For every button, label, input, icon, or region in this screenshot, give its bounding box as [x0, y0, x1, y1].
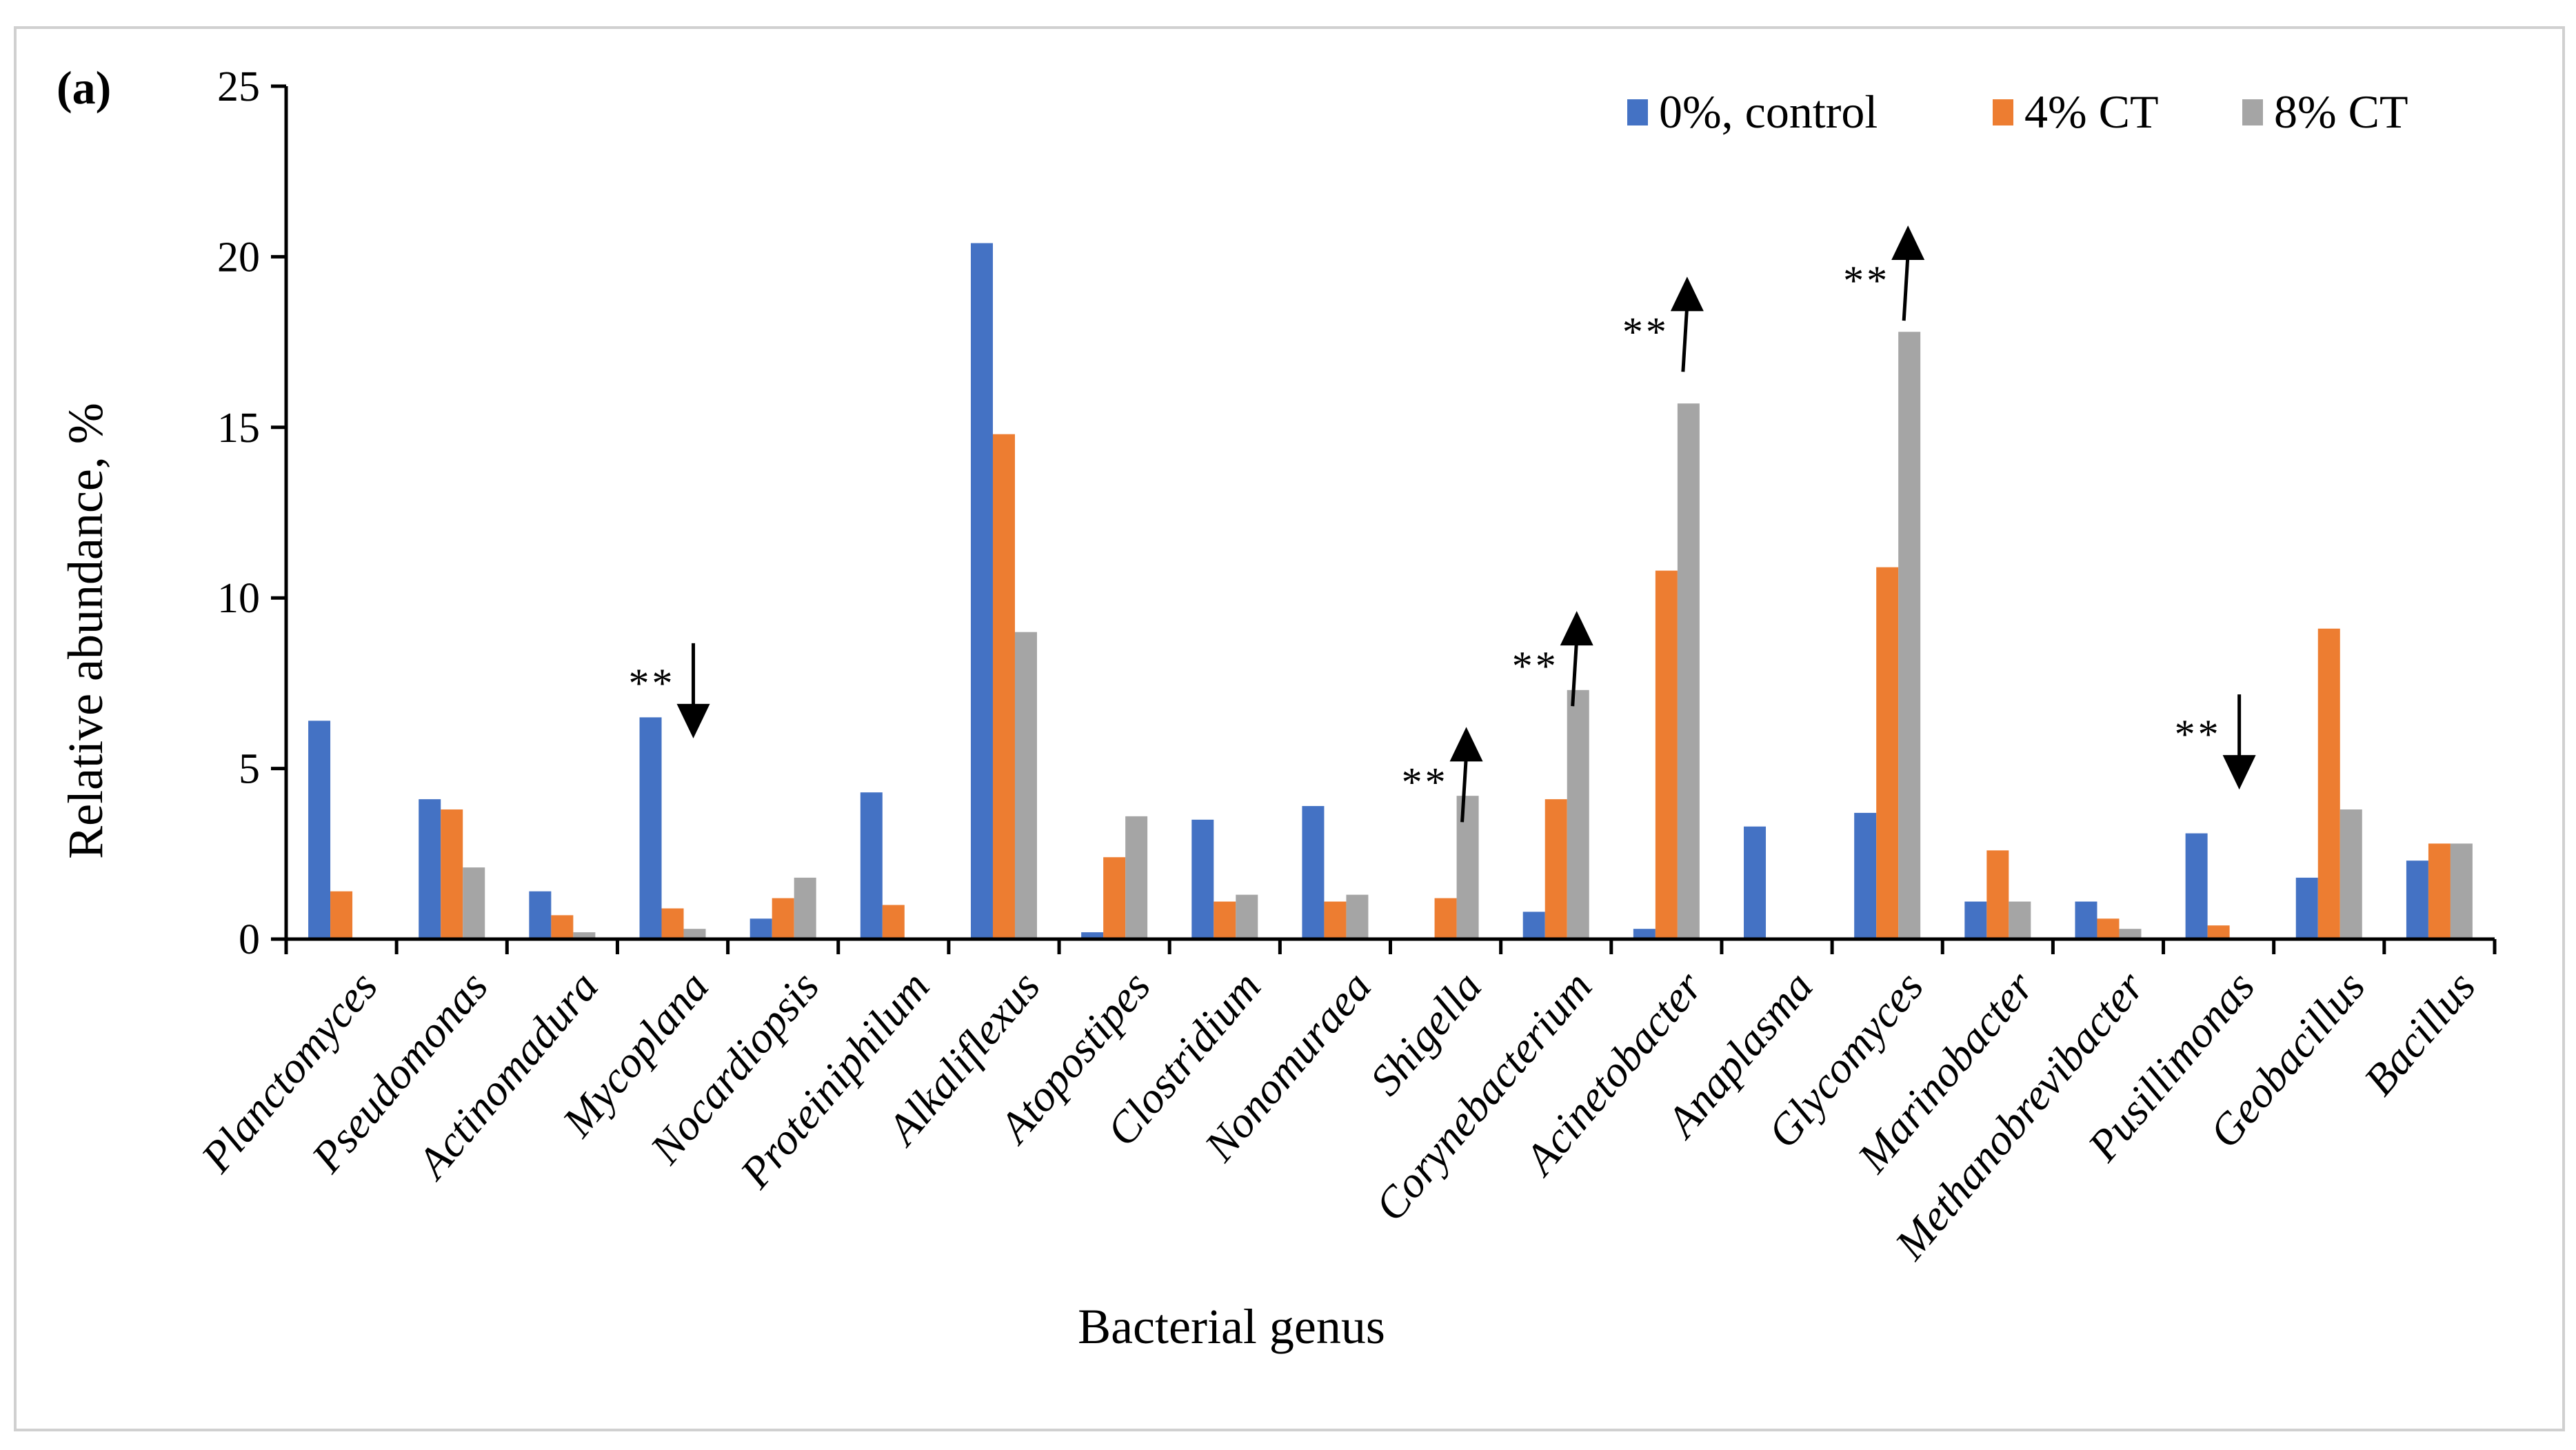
bar	[1898, 332, 1921, 940]
y-tick-label: 15	[217, 405, 260, 452]
y-tick-label: 10	[217, 575, 260, 622]
bar	[1214, 901, 1236, 939]
bar	[992, 434, 1015, 939]
bar	[2097, 918, 2120, 939]
arrow-head	[2222, 755, 2256, 790]
legend-swatch	[2242, 99, 2263, 125]
arrow-head	[676, 703, 710, 738]
bar-group	[308, 243, 2473, 940]
bar	[551, 915, 574, 939]
bar	[1324, 901, 1347, 939]
bar	[661, 908, 684, 939]
y-tick-label: 0	[239, 916, 260, 963]
bar	[1125, 816, 1148, 939]
bar	[308, 721, 331, 939]
bar	[1876, 567, 1899, 939]
bar	[2317, 628, 2340, 939]
bar	[970, 243, 993, 939]
arrow-up-icon	[1681, 304, 1689, 372]
bar	[1236, 894, 1258, 939]
significance-annotations: ** ** ** ** ** **	[629, 225, 2256, 823]
bar	[882, 905, 905, 939]
bar	[1986, 850, 2009, 939]
bar	[794, 877, 816, 939]
legend-swatch	[1627, 99, 1648, 125]
panel-label: (a)	[57, 61, 111, 114]
legend-swatch	[1993, 99, 2013, 125]
significance-marker: **	[1843, 258, 1890, 303]
significance-marker: **	[2175, 712, 2222, 757]
legend-label: 4% CT	[2024, 85, 2159, 138]
bar	[1103, 857, 1126, 939]
bar	[1964, 901, 1987, 939]
legend: 0%, control 4% CT 8% CT	[1627, 85, 2408, 138]
arrow-head	[1449, 727, 1483, 762]
significance-marker: **	[1622, 309, 1669, 354]
bar	[529, 891, 552, 939]
bar	[573, 932, 596, 939]
bar	[1434, 898, 1457, 939]
bar	[2185, 833, 2208, 939]
bar	[1744, 826, 1767, 939]
legend-label: 8% CT	[2274, 85, 2408, 138]
bar	[2406, 860, 2428, 939]
legend-label: 0%, control	[1659, 85, 1878, 138]
arrow-up-icon	[1571, 638, 1579, 707]
bar	[772, 898, 794, 939]
bar	[2119, 929, 2142, 939]
figure-border	[14, 26, 2565, 1431]
y-tick-label: 5	[239, 746, 260, 793]
arrow-head	[1670, 276, 1704, 312]
bar	[749, 918, 772, 939]
bar	[1544, 799, 1567, 939]
bar	[1014, 632, 1037, 939]
x-axis-title: Bacterial genus	[1078, 1299, 1385, 1354]
bar	[2428, 843, 2451, 939]
bar	[1302, 806, 1325, 939]
bar	[2009, 901, 2031, 939]
bar	[683, 929, 706, 939]
significance-marker: **	[1512, 643, 1559, 689]
bar	[2075, 901, 2097, 939]
significance-marker: **	[629, 661, 676, 706]
bar	[1854, 812, 1877, 939]
bar	[1567, 689, 1589, 939]
bar	[463, 867, 485, 939]
bar	[639, 717, 662, 939]
bar	[1522, 912, 1545, 939]
y-tick-label: 20	[217, 234, 260, 281]
bar	[1191, 819, 1214, 939]
bar	[330, 891, 353, 939]
bar	[1346, 894, 1369, 939]
bar	[2450, 843, 2473, 939]
bar	[419, 799, 441, 939]
bar	[1677, 403, 1700, 939]
bar	[1081, 932, 1104, 939]
bar	[860, 792, 883, 939]
y-axis-ticks: 0 5 10 15 20 25	[217, 63, 286, 963]
bar	[441, 809, 463, 939]
y-axis-title: Relative abundance, %	[58, 403, 113, 859]
arrow-up-icon	[1460, 754, 1469, 823]
bar	[1655, 570, 1678, 939]
arrow-head	[1891, 225, 1925, 261]
y-tick-label: 25	[217, 63, 260, 110]
bar	[2295, 877, 2318, 939]
bar	[2339, 809, 2362, 939]
bar	[1456, 796, 1479, 939]
significance-marker: **	[1402, 759, 1449, 805]
bar	[2207, 925, 2230, 939]
arrow-up-icon	[1902, 252, 1910, 321]
arrow-head	[1560, 611, 1593, 646]
bar	[1633, 929, 1656, 939]
